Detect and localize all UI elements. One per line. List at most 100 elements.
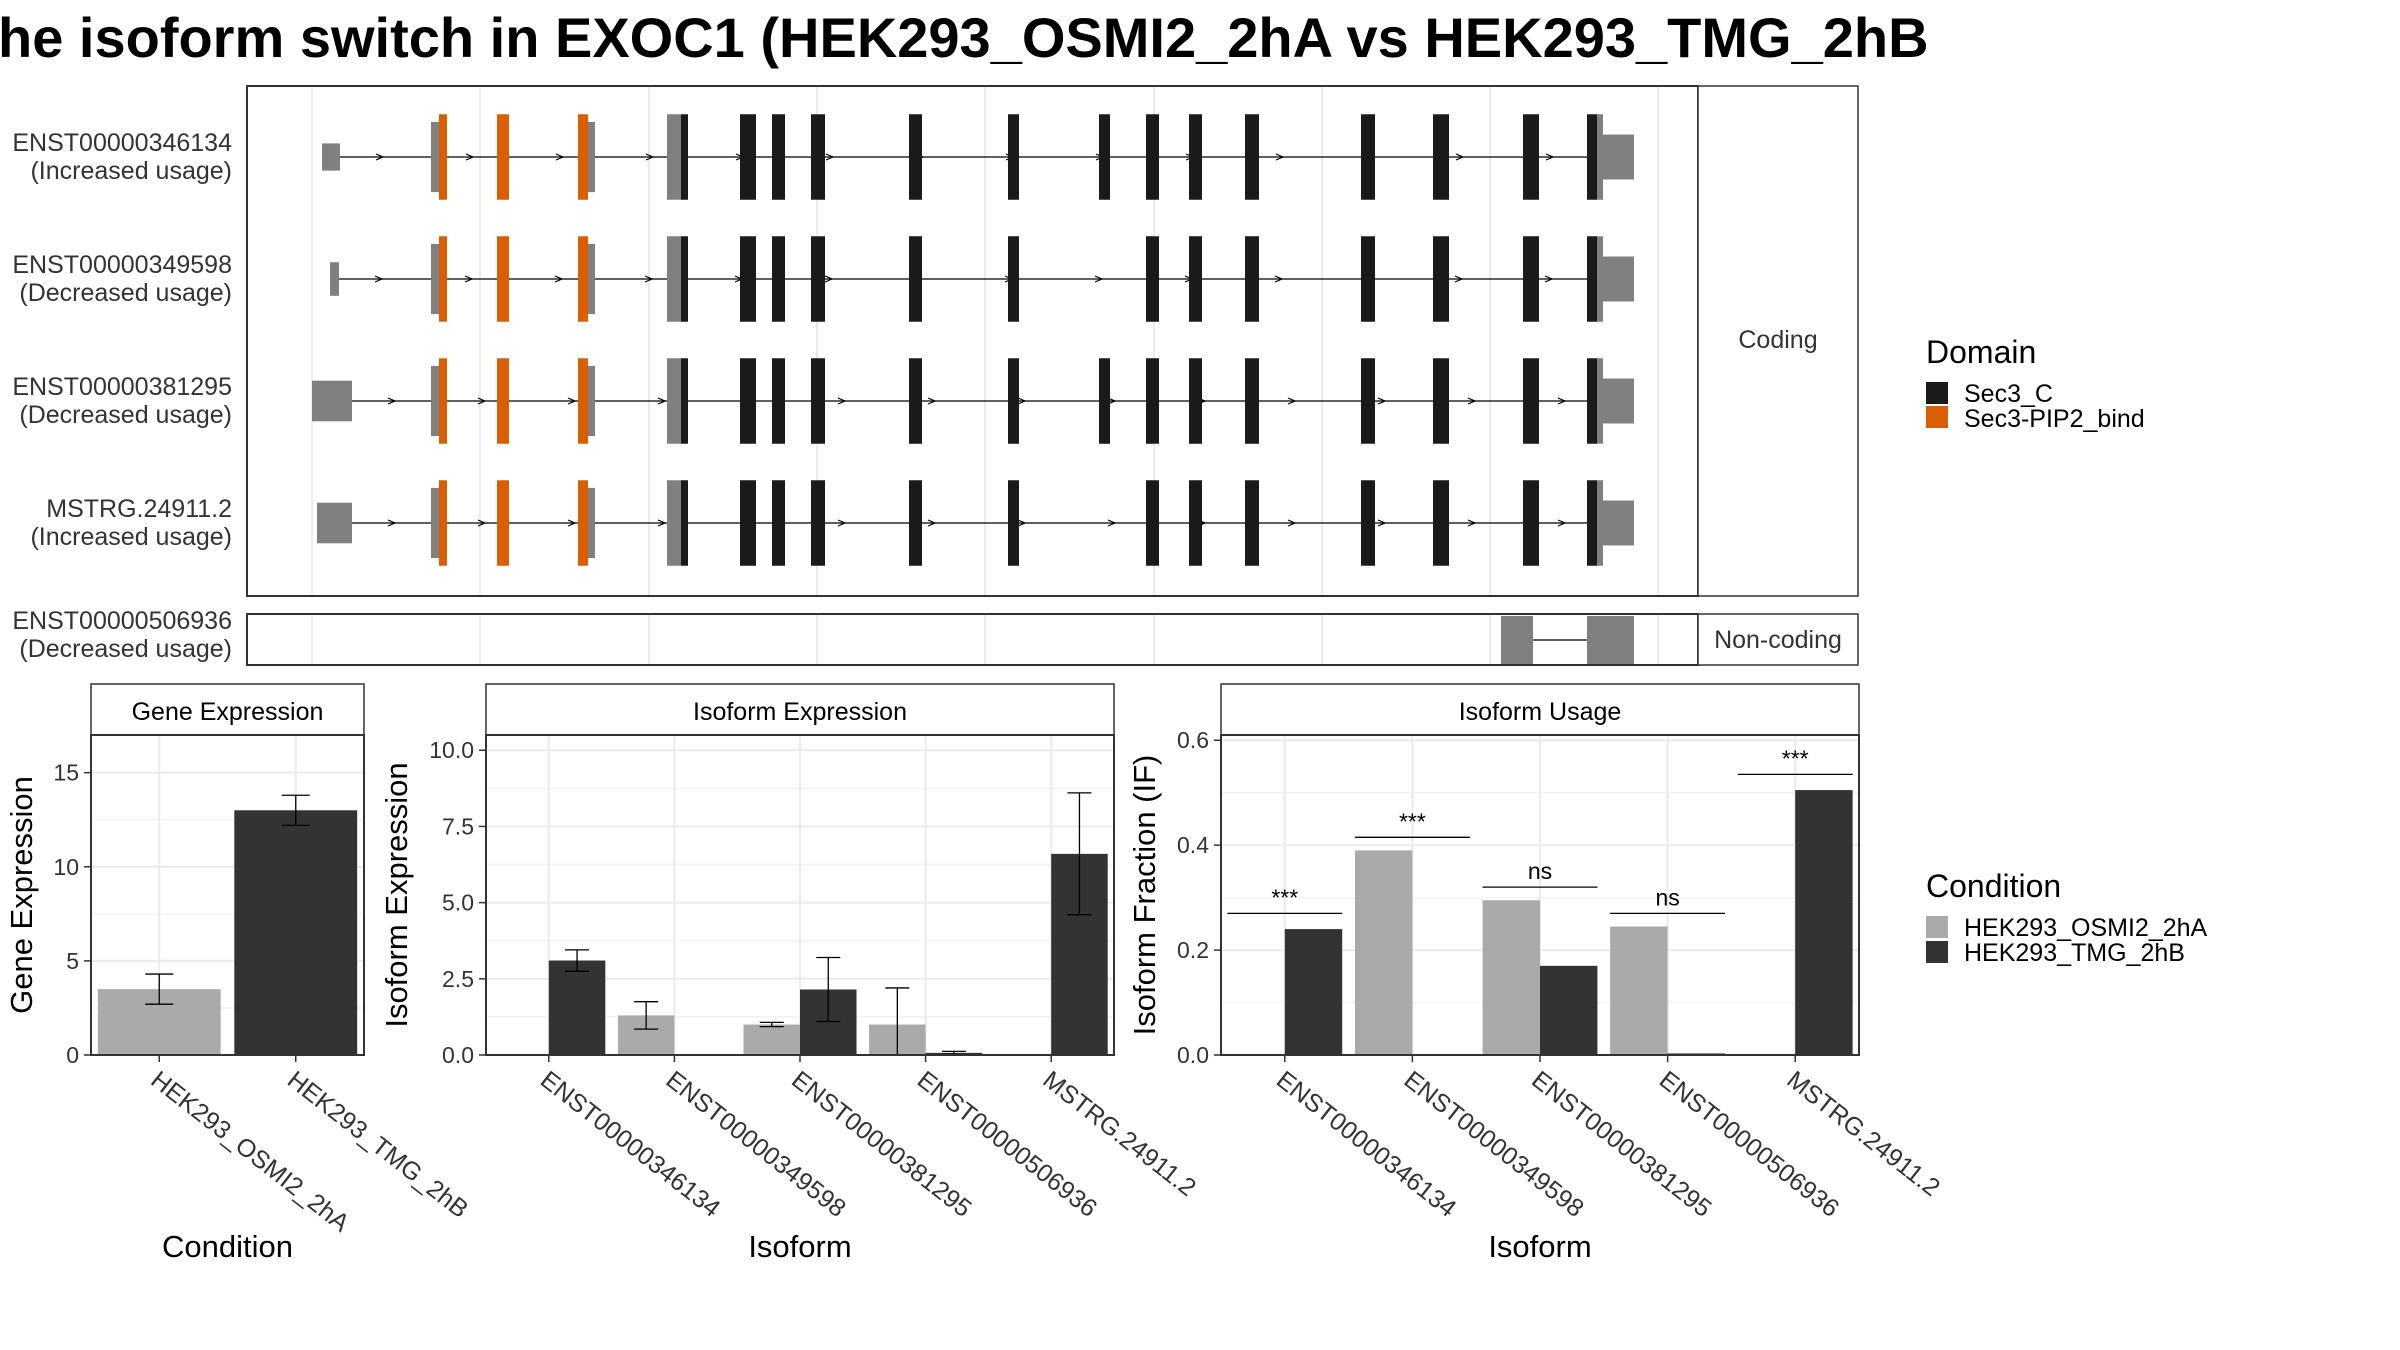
utr-exon — [317, 502, 352, 544]
sec3c-domain-exon — [1189, 480, 1202, 566]
sec3c-domain-exon — [1587, 114, 1597, 200]
utr-exon — [431, 487, 439, 559]
sec3c-domain-exon — [1008, 480, 1019, 566]
utr-exon — [330, 262, 339, 296]
pip2-domain-exon — [578, 480, 588, 566]
strand-arrow — [555, 153, 565, 161]
strand-arrow — [1287, 519, 1297, 527]
utr-exon — [1597, 236, 1603, 322]
sec3c-domain-exon — [1146, 114, 1159, 200]
bar — [548, 960, 606, 1055]
utr-exon — [1603, 134, 1634, 180]
bar — [743, 1024, 800, 1055]
pip2-domain-exon — [497, 114, 509, 200]
noncoding-exon — [1501, 616, 1533, 664]
utr-exon — [1597, 114, 1603, 200]
strand-arrow — [825, 153, 835, 161]
y-tick-label: 0.2 — [1177, 937, 1209, 963]
sec3c-domain-exon — [811, 358, 825, 444]
sec3c-domain-exon — [772, 358, 785, 444]
x-axis-title: Isoform — [1488, 1229, 1591, 1264]
transcript-tracks: ENST00000346134(Increased usage)ENST0000… — [12, 114, 1634, 664]
sec3c-domain-exon — [1523, 114, 1539, 200]
utr-exon — [588, 487, 595, 559]
sec3c-domain-exon — [1099, 358, 1110, 444]
sec3c-domain-exon — [1245, 236, 1259, 322]
strand-arrow — [1017, 519, 1027, 527]
strand-arrow — [657, 397, 667, 405]
strand-arrow — [465, 153, 475, 161]
utr-exon — [588, 243, 595, 315]
sec3c-domain-exon — [1008, 358, 1019, 444]
transcript-usage-label: (Decreased usage) — [19, 401, 232, 429]
y-tick-label: 15 — [53, 760, 79, 786]
transcript-usage-label: (Decreased usage) — [19, 635, 232, 663]
strand-arrow — [1544, 275, 1554, 283]
coding-strip — [1697, 85, 1859, 597]
bar — [1354, 850, 1413, 1055]
utr-exon — [588, 121, 595, 193]
noncoding-strip-label: Non-coding — [1714, 626, 1842, 654]
sec3c-domain-exon — [909, 114, 922, 200]
strand-arrow — [824, 275, 834, 283]
pip2-domain-exon — [439, 114, 447, 200]
y-tick-label: 10.0 — [429, 737, 474, 763]
y-tick-label: 10 — [53, 854, 79, 880]
strand-arrow — [567, 397, 577, 405]
isoform-expression-chart: Isoform Expression0.02.55.07.510.0ENST00… — [379, 683, 1201, 1264]
sec3c-domain-exon — [1433, 480, 1449, 566]
chart-strip — [1220, 683, 1860, 736]
sec3c-domain-exon — [1433, 114, 1449, 200]
strand-arrow — [1107, 397, 1117, 405]
domain-legend-label-sec3c: Sec3_C — [1964, 380, 2053, 408]
strand-arrow — [1545, 153, 1555, 161]
condition-legend-title: Condition — [1926, 868, 2061, 904]
sec3c-domain-exon — [681, 358, 688, 444]
y-axis-title: Gene Expression — [4, 776, 39, 1014]
sec3c-domain-exon — [1008, 114, 1019, 200]
strand-arrow — [1107, 519, 1117, 527]
noncoding-panel-frame — [246, 613, 1699, 666]
strand-arrow — [645, 153, 655, 161]
significance-label: ns — [1655, 884, 1679, 910]
strand-arrow — [1557, 519, 1567, 527]
strand-arrow — [1454, 275, 1464, 283]
sec3c-domain-exon — [772, 114, 785, 200]
sec3c-domain-exon — [681, 114, 688, 200]
condition-legend-label-osmi2: HEK293_OSMI2_2hA — [1964, 914, 2208, 942]
chart-title: Gene Expression — [132, 698, 324, 726]
pip2-domain-exon — [439, 236, 447, 322]
sec3c-domain-exon — [909, 480, 922, 566]
utr-exon — [431, 365, 439, 437]
utr-exon — [431, 243, 439, 315]
strand-arrow — [1287, 397, 1297, 405]
strand-arrow — [1467, 519, 1477, 527]
pip2-domain-exon — [497, 480, 509, 566]
sec3c-domain-exon — [740, 480, 756, 566]
strand-arrow — [927, 519, 937, 527]
sec3c-domain-exon — [1189, 114, 1202, 200]
y-axis-title: Isoform Expression — [379, 762, 414, 1027]
x-axis-title: Isoform — [748, 1229, 851, 1264]
figure-title: he isoform switch in EXOC1 (HEK293_OSMI2… — [0, 6, 1929, 69]
sec3c-domain-exon — [1189, 358, 1202, 444]
sec3c-domain-exon — [1245, 114, 1259, 200]
strand-arrow — [477, 519, 487, 527]
strand-arrow — [927, 397, 937, 405]
y-tick-label: 0.4 — [1177, 832, 1209, 858]
chart-title: Isoform Expression — [693, 698, 907, 726]
y-tick-label: 5.0 — [442, 890, 474, 916]
strand-arrow — [1017, 397, 1027, 405]
sec3c-domain-exon — [1523, 480, 1539, 566]
utr-exon — [312, 380, 352, 422]
chart-strip — [485, 683, 1115, 736]
strand-arrow — [567, 519, 577, 527]
sec3c-domain-exon — [811, 114, 825, 200]
strand-arrow — [464, 275, 474, 283]
sec3c-domain-exon — [1587, 236, 1597, 322]
transcript-structure-panel: Coding Non-coding ENST00000346134(Increa… — [12, 85, 1859, 666]
transcript-ENST00000349598: ENST00000349598(Decreased usage) — [12, 236, 1634, 322]
strand-arrow — [837, 519, 847, 527]
strand-arrow — [477, 397, 487, 405]
transcript-usage-label: (Increased usage) — [30, 523, 232, 551]
